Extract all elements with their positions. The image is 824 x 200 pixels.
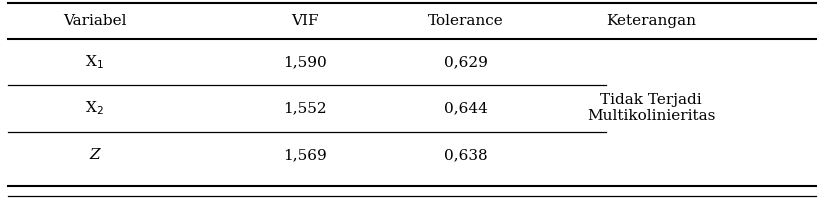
Text: 0,629: 0,629 (443, 55, 488, 69)
Text: 1,590: 1,590 (283, 55, 327, 69)
Text: Z: Z (90, 148, 100, 162)
Text: 1,552: 1,552 (283, 101, 326, 115)
Text: 0,638: 0,638 (444, 148, 487, 162)
Text: Keterangan: Keterangan (606, 14, 696, 28)
Text: Variabel: Variabel (63, 14, 127, 28)
Text: Tidak Terjadi
Multikolinieritas: Tidak Terjadi Multikolinieritas (587, 93, 715, 123)
Text: VIF: VIF (291, 14, 319, 28)
Text: 0,644: 0,644 (443, 101, 488, 115)
Text: 1,569: 1,569 (283, 148, 327, 162)
Text: X$_1$: X$_1$ (86, 53, 104, 71)
Text: X$_2$: X$_2$ (86, 99, 104, 117)
Text: Tolerance: Tolerance (428, 14, 503, 28)
